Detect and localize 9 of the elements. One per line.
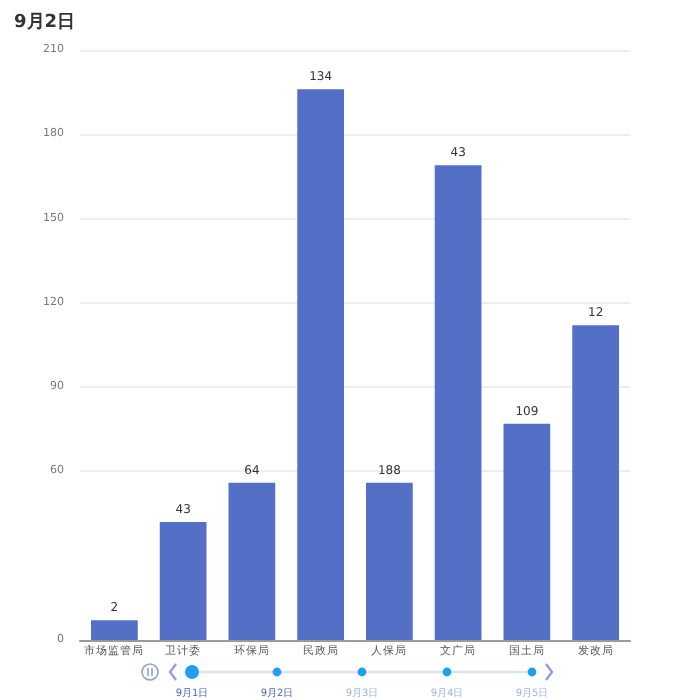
bar (91, 620, 138, 640)
bar (434, 165, 482, 640)
bar (503, 423, 551, 640)
bar (159, 522, 207, 640)
bar (228, 482, 276, 640)
bar (366, 482, 413, 640)
chart-title: 9月2日 (14, 11, 76, 33)
bar (572, 325, 619, 640)
bar (297, 89, 344, 640)
